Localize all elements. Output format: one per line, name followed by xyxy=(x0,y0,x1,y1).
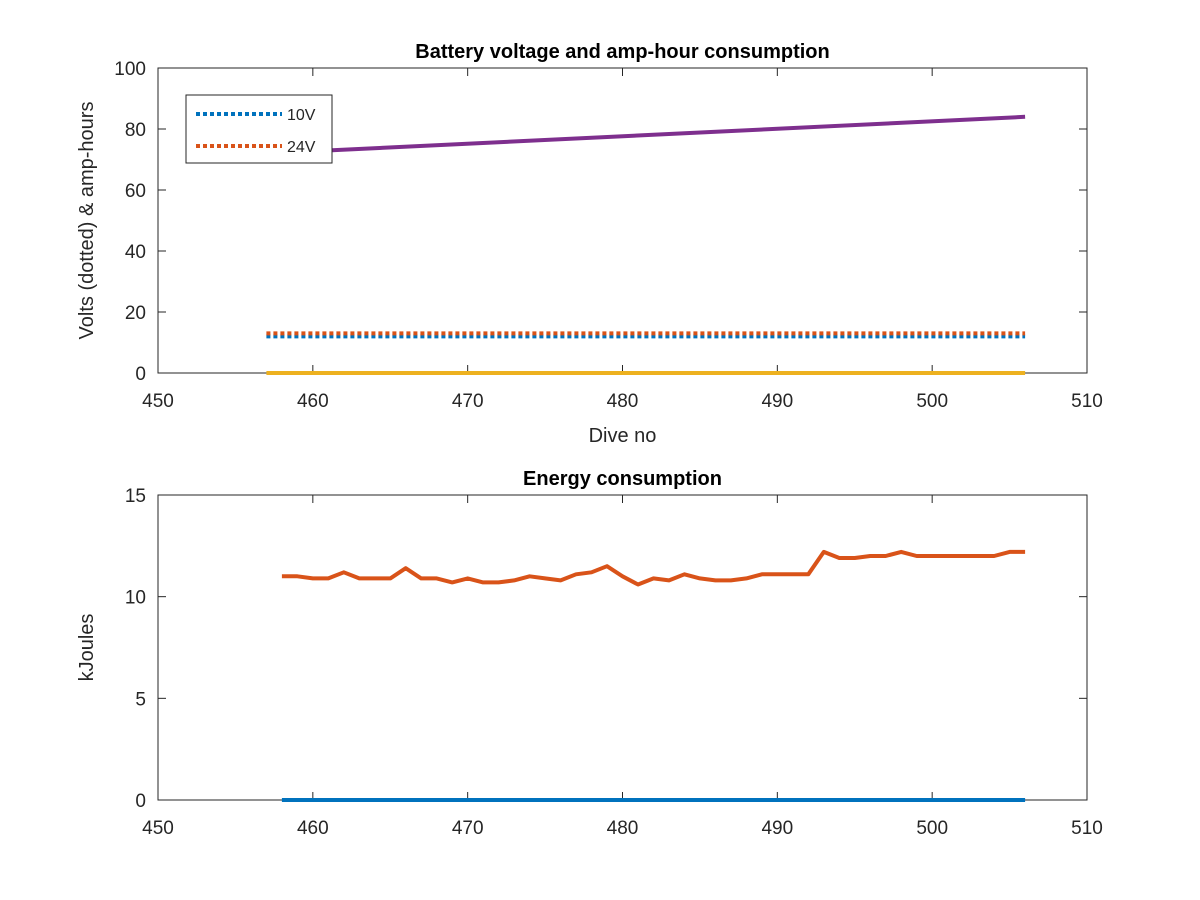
battery-x-tick-label: 510 xyxy=(1071,391,1103,412)
energy-x-tick-label: 450 xyxy=(142,818,174,839)
battery-chart-title: Battery voltage and amp-hour consumption xyxy=(415,41,829,63)
battery-x-tick-label: 480 xyxy=(607,391,639,412)
battery-chart: 450 460 470 480 490 500 510 0 20 40 60 80 100 Battery… xyxy=(76,41,1103,447)
battery-y-axis-label: Volts (dotted) & amp-hours xyxy=(76,102,98,340)
battery-y-tick-label: 20 xyxy=(125,303,146,324)
battery-legend: 10V 24V xyxy=(185,94,333,164)
battery-y-tick-label: 80 xyxy=(125,120,146,141)
energy-chart-title: Energy consumption xyxy=(523,468,722,490)
battery-y-tick-label: 60 xyxy=(125,181,146,202)
battery-x-tick-label: 470 xyxy=(452,391,484,412)
battery-y-tick-label: 100 xyxy=(114,59,146,80)
energy-y-tick-label: 0 xyxy=(135,791,146,812)
battery-y-tick-label: 40 xyxy=(125,242,146,263)
battery-series-3-line xyxy=(266,114,1026,156)
energy-y-tick-label: 15 xyxy=(125,486,146,507)
legend-label-10V: 10V xyxy=(287,107,316,124)
battery-x-axis-label: Dive no xyxy=(589,425,657,447)
energy-y-axis-label: kJoules xyxy=(76,614,98,682)
battery-y-tick-label: 0 xyxy=(135,364,146,385)
energy-x-tick-label: 500 xyxy=(916,818,948,839)
energy-y-tick-label: 5 xyxy=(135,689,146,710)
legend-box xyxy=(185,94,333,164)
energy-x-tick-label: 480 xyxy=(607,818,639,839)
energy-x-tick-label: 490 xyxy=(761,818,793,839)
legend-label-24V: 24V xyxy=(287,139,316,156)
battery-x-tick-label: 500 xyxy=(916,391,948,412)
energy-series-1-line xyxy=(281,549,1026,587)
energy-x-tick-label: 460 xyxy=(297,818,329,839)
energy-x-tick-label: 510 xyxy=(1071,818,1103,839)
battery-x-tick-label: 490 xyxy=(761,391,793,412)
energy-axes-box xyxy=(157,494,1088,801)
battery-x-tick-label: 450 xyxy=(142,391,174,412)
battery-x-tick-label: 460 xyxy=(297,391,329,412)
energy-y-tick-label: 10 xyxy=(125,588,146,609)
energy-x-tick-label: 470 xyxy=(452,818,484,839)
